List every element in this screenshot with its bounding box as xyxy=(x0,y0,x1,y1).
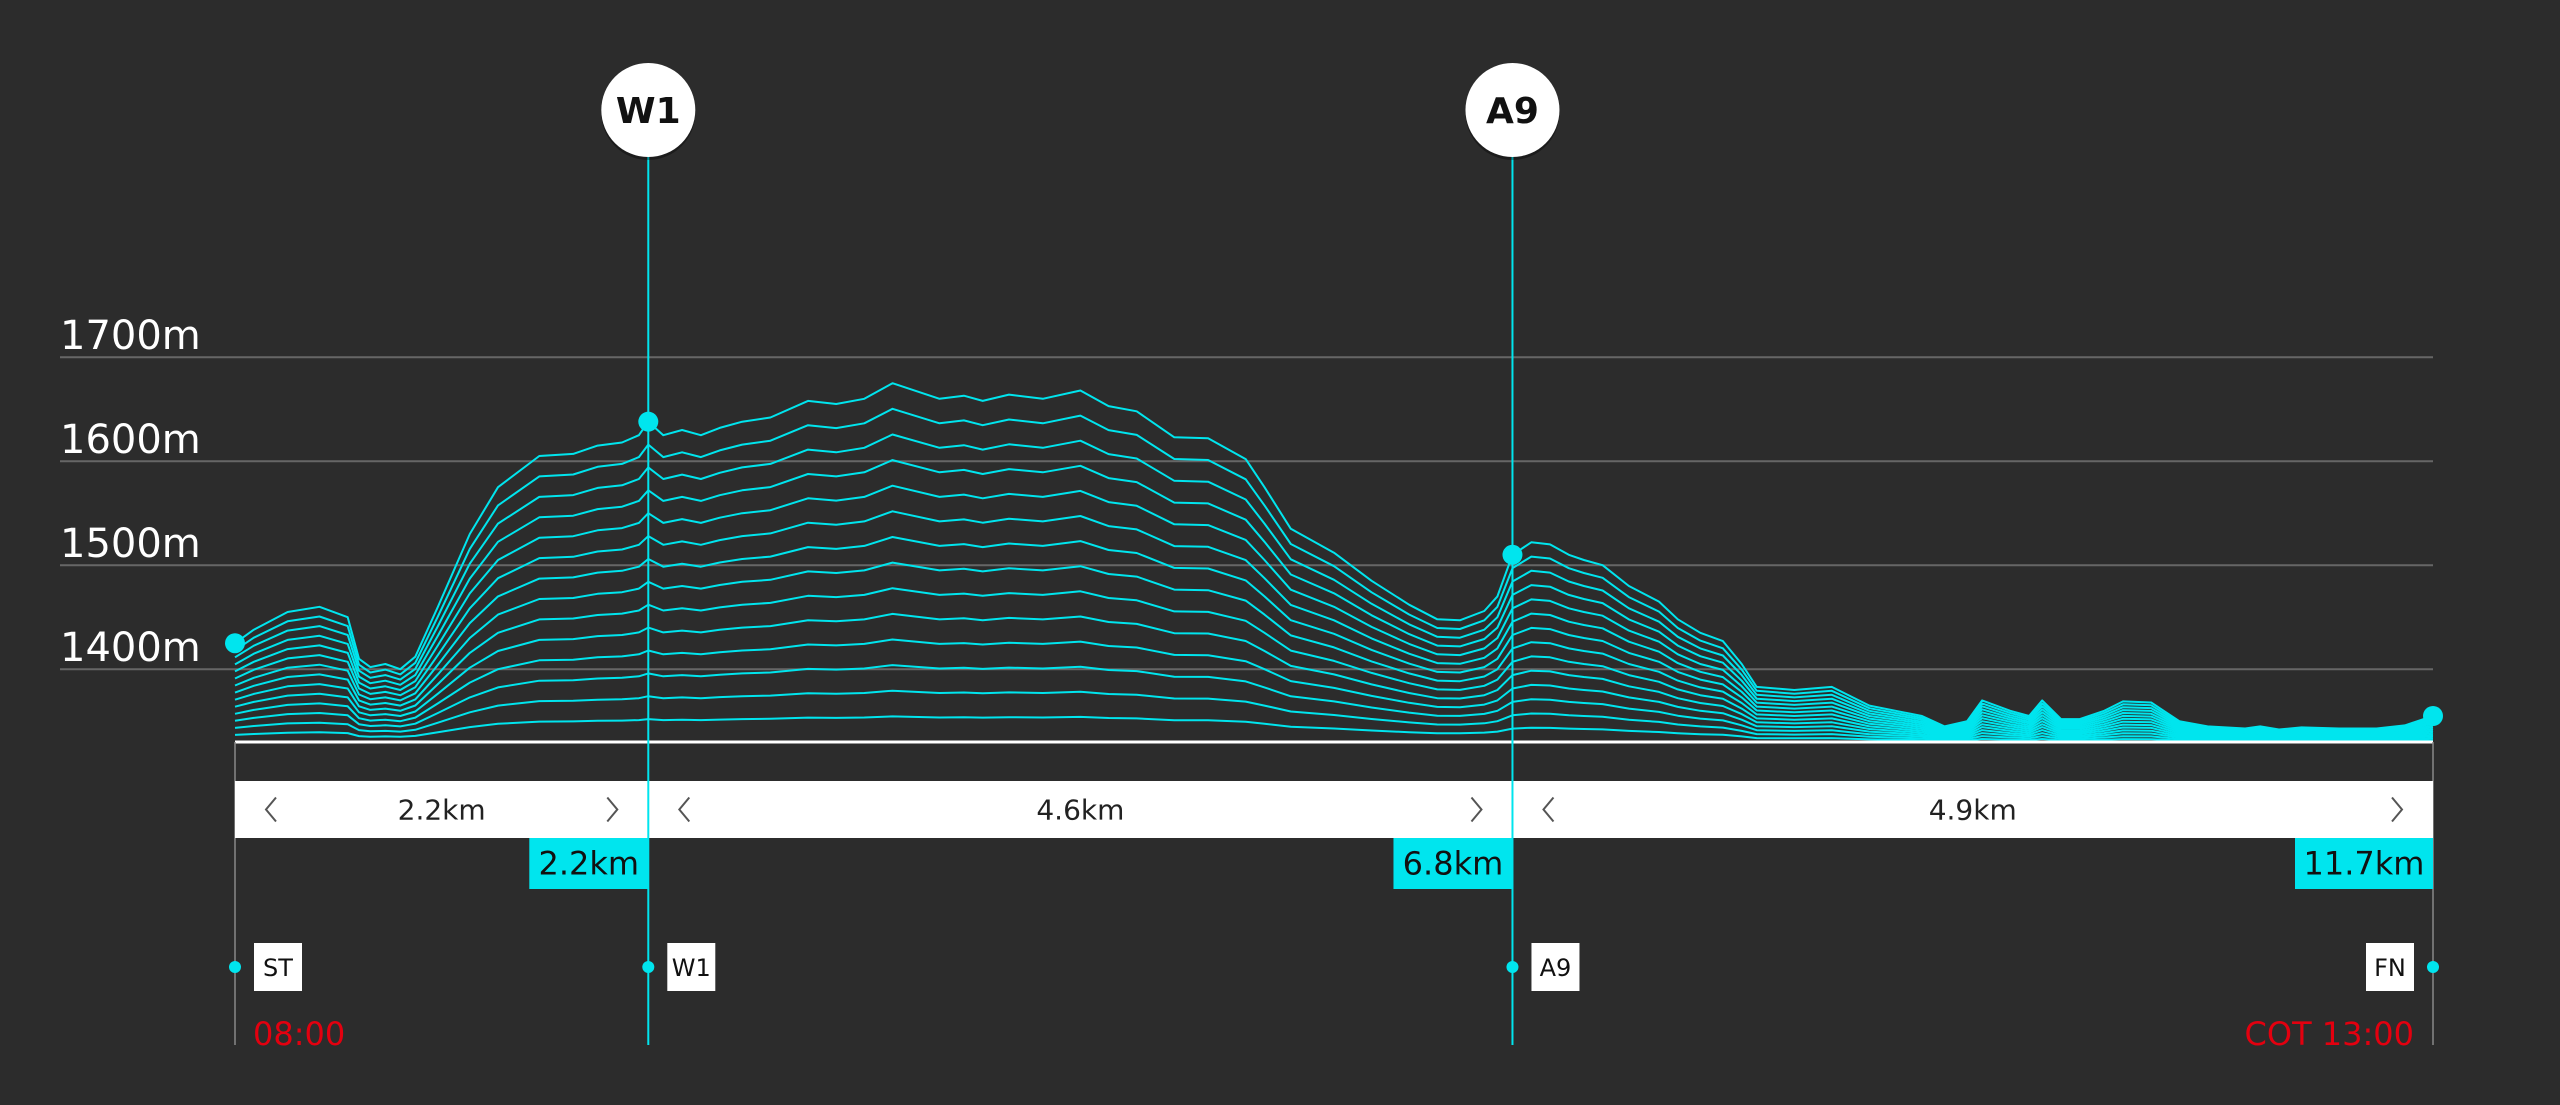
chevron-right-icon xyxy=(606,796,619,823)
time-label: COT 13:00 xyxy=(2245,1015,2414,1053)
cumulative-distance-box xyxy=(1393,838,1513,889)
elevation-layer-line xyxy=(234,689,2434,742)
segment-bar-background xyxy=(235,781,2433,838)
marker-lines xyxy=(234,157,2434,1045)
elevation-layer-line xyxy=(234,459,2434,734)
marker-circle xyxy=(601,63,696,157)
marker-label: A9 xyxy=(1486,91,1539,132)
checkpoint-label: FN xyxy=(2374,954,2406,982)
y-tick-label: 1500m xyxy=(60,521,201,567)
elevation-layer-line xyxy=(234,638,2434,740)
elevation-layer-line xyxy=(234,587,2434,738)
segment-distance-label: 2.2km xyxy=(398,794,486,827)
elevation-layer-line xyxy=(234,433,2434,733)
segment-distance-label: 4.6km xyxy=(1036,794,1124,827)
marker-circle xyxy=(1465,63,1560,157)
checkpoint-label: ST xyxy=(263,954,293,982)
segment-distance-label: 4.9km xyxy=(1929,794,2017,827)
elevation-layer-line xyxy=(234,664,2434,741)
cumulative-distance-label: 6.8km xyxy=(1403,845,1504,883)
checkpoint-dot xyxy=(642,961,655,973)
checkpoint-dot xyxy=(1506,961,1519,973)
profile-point-dot xyxy=(2423,706,2443,726)
cumulative-distance-box xyxy=(529,838,649,889)
checkpoint-badge xyxy=(1531,943,1580,991)
cumulative-distance-label: 11.7km xyxy=(2304,845,2425,883)
waypoint-markers: W1 A9 xyxy=(601,63,1560,160)
y-tick-label: 1400m xyxy=(60,625,201,671)
checkpoint-dot xyxy=(2427,961,2439,973)
chevron-right-icon xyxy=(1470,796,1483,823)
cumulative-distance-labels: 2.2km 6.8km 11.7km xyxy=(529,838,2433,889)
checkpoint-label: A9 xyxy=(1540,954,1572,982)
checkpoint-dot xyxy=(229,961,241,973)
elevation-layer-line xyxy=(234,407,2434,732)
chevron-left-icon xyxy=(677,796,691,823)
elevation-layer-line xyxy=(234,612,2434,739)
elevation-layer-line xyxy=(234,561,2434,737)
profile-point-dot xyxy=(225,633,245,654)
checkpoint-row: ST W1 A9 FN xyxy=(229,943,2439,991)
y-tick-label: 1700m xyxy=(60,313,201,359)
elevation-layer-line xyxy=(234,510,2434,735)
time-labels: 08:00 COT 13:00 xyxy=(253,1015,2414,1053)
elevation-layer-line xyxy=(234,715,2434,743)
profile-point-dot xyxy=(638,411,659,432)
y-axis-labels: 1700m 1600m 1500m 1400m xyxy=(60,313,201,671)
chevron-right-icon xyxy=(2391,796,2404,823)
checkpoint-badge xyxy=(254,943,302,991)
checkpoint-badge xyxy=(667,943,716,991)
waypoint-marker-a9: A9 xyxy=(1465,63,1560,160)
chevron-left-icon xyxy=(264,796,277,823)
elevation-layer-line xyxy=(234,382,2434,731)
profile-dots xyxy=(225,411,2443,726)
elevation-layers xyxy=(234,382,2434,744)
y-tick-label: 1600m xyxy=(60,417,201,463)
profile-point-dot xyxy=(1502,544,1523,565)
segment-bar: 2.2km 4.6km 4.9km xyxy=(235,781,2433,838)
cumulative-distance-label: 2.2km xyxy=(539,845,640,883)
cumulative-distance-box xyxy=(2295,838,2433,889)
marker-label: W1 xyxy=(616,91,681,132)
time-label: 08:00 xyxy=(253,1015,345,1053)
chevron-left-icon xyxy=(1542,796,1555,823)
elevation-layer-line xyxy=(234,536,2434,736)
checkpoint-label: W1 xyxy=(672,954,711,982)
waypoint-marker-w1: W1 xyxy=(601,63,696,160)
elevation-layer-line xyxy=(234,484,2434,735)
checkpoint-badge xyxy=(2366,943,2414,991)
